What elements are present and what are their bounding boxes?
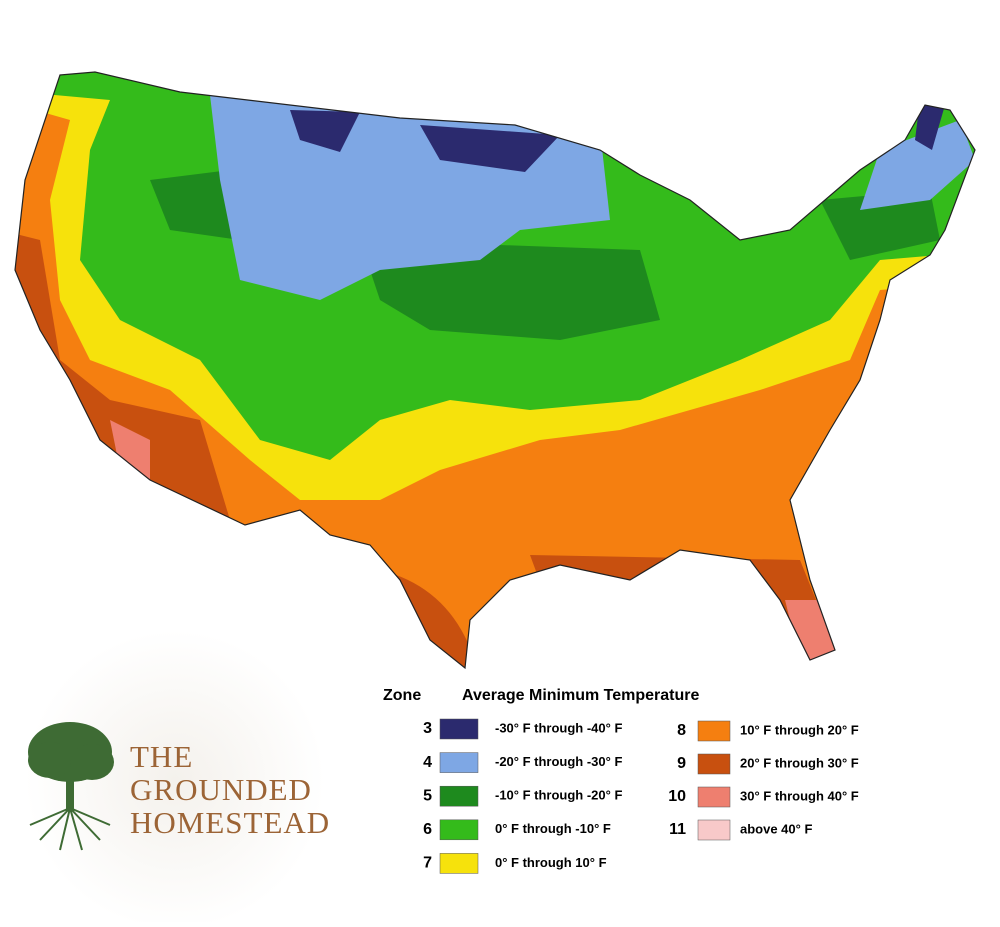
zone-swatch [697, 819, 731, 841]
us-outline [14, 71, 976, 670]
legend: 3 -30° F through -40° F 4 -20° F through -3… [423, 718, 859, 874]
logo-line: THE [130, 739, 193, 774]
zone-number: 11 [669, 821, 686, 838]
zone-swatch [697, 753, 731, 775]
legend-zone-header: Zone [383, 687, 421, 704]
zone-number: 10 [668, 788, 686, 805]
logo-line: GROUNDED [130, 772, 312, 807]
zone-number: 9 [677, 755, 686, 772]
zone-label: 10° F through 20° F [740, 722, 859, 737]
zone-swatch [439, 819, 479, 841]
us-map [15, 72, 975, 668]
logo-line: HOMESTEAD [130, 805, 330, 840]
zone-number: 4 [423, 754, 432, 771]
zone-swatch [439, 853, 479, 874]
zone-5-area [150, 170, 940, 340]
zone-label: 0° F through -10° F [495, 821, 611, 836]
zone-label: above 40° F [740, 821, 812, 836]
zone-label: -10° F through -20° F [495, 788, 622, 803]
zone-swatch [697, 786, 731, 808]
zone-swatch [697, 720, 731, 742]
zone-swatch [439, 785, 479, 807]
zone-number: 6 [423, 821, 432, 838]
zone-label: -20° F through -30° F [495, 754, 622, 769]
zone-number: 8 [677, 722, 686, 739]
zone-label: 0° F through 10° F [495, 855, 607, 870]
logo-backdrop [25, 630, 325, 927]
zone-number: 5 [423, 787, 432, 804]
zone-label: 30° F through 40° F [740, 788, 859, 803]
zone-4-area [210, 95, 975, 300]
zone-number: 7 [423, 855, 432, 872]
logo-tree [28, 722, 114, 851]
zone-label: 20° F through 30° F [740, 755, 859, 770]
zone-9-area [15, 230, 840, 668]
zone-swatch [439, 718, 479, 740]
zone-label: -30° F through -40° F [495, 720, 622, 735]
zone-number: 3 [423, 720, 432, 737]
legend-temp-header: Average Minimum Temperature [462, 687, 700, 704]
zone-3-area [290, 100, 945, 172]
zone-swatch [439, 752, 479, 773]
